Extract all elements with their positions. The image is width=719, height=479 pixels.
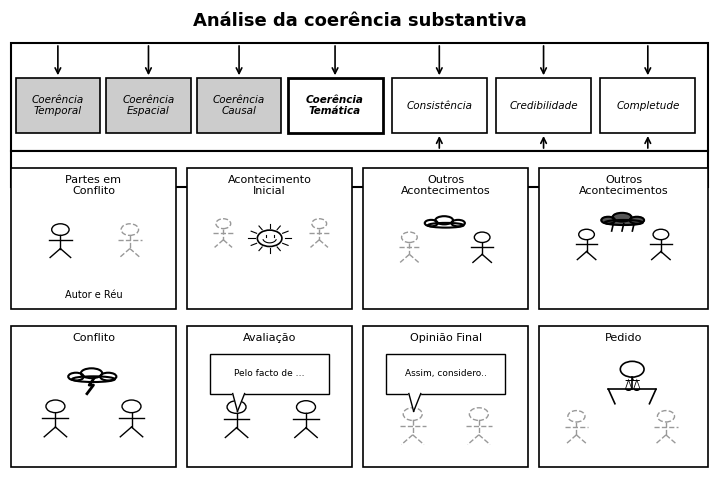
Bar (600, 78, 695, 133)
Text: Partes em
Conflito: Partes em Conflito (65, 175, 122, 196)
Bar (363, 168, 528, 309)
Text: ⚖: ⚖ (623, 377, 641, 396)
Bar (539, 326, 708, 467)
Bar (106, 78, 191, 133)
Bar (187, 168, 352, 309)
Polygon shape (233, 394, 244, 411)
Text: Coerência
Temporal: Coerência Temporal (32, 95, 84, 116)
Text: Consistência: Consistência (406, 101, 472, 111)
Bar (496, 78, 591, 133)
Text: Autor e Réu: Autor e Réu (65, 290, 122, 300)
Bar (187, 326, 352, 467)
Bar (386, 354, 505, 394)
Ellipse shape (630, 217, 644, 224)
Text: Pedido: Pedido (605, 333, 642, 343)
Text: Análise da coerência substantiva: Análise da coerência substantiva (193, 12, 526, 30)
Bar (363, 326, 528, 467)
Ellipse shape (428, 223, 464, 228)
Text: Assim, considero..: Assim, considero.. (405, 369, 487, 378)
Text: Pelo facto de …: Pelo facto de … (234, 369, 305, 378)
Ellipse shape (435, 216, 453, 224)
Bar (11, 43, 708, 151)
Ellipse shape (72, 376, 115, 382)
Text: Outros
Acontecimentos: Outros Acontecimentos (579, 175, 669, 196)
Text: Acontecimento
Inicial: Acontecimento Inicial (228, 175, 311, 196)
Text: Avaliação: Avaliação (243, 333, 296, 343)
Bar (16, 78, 100, 133)
Ellipse shape (68, 373, 83, 380)
Ellipse shape (81, 368, 102, 378)
Ellipse shape (605, 220, 643, 225)
Bar (392, 78, 487, 133)
Bar (210, 354, 329, 394)
Ellipse shape (425, 220, 438, 227)
Text: Opinião Final: Opinião Final (410, 333, 482, 343)
Bar (539, 168, 708, 309)
Ellipse shape (601, 217, 615, 224)
Ellipse shape (100, 373, 116, 380)
Text: Coerência
Temática: Coerência Temática (306, 95, 364, 116)
Text: Conflito: Conflito (72, 333, 115, 343)
Ellipse shape (452, 220, 465, 227)
Text: Coerência
Espacial: Coerência Espacial (122, 95, 175, 116)
Bar (11, 168, 176, 309)
Ellipse shape (613, 213, 631, 222)
Bar (197, 78, 281, 133)
Bar (11, 151, 708, 187)
Bar (288, 78, 383, 133)
Polygon shape (409, 394, 421, 411)
Text: Outros
Acontecimentos: Outros Acontecimentos (401, 175, 490, 196)
Text: Coerência
Causal: Coerência Causal (213, 95, 265, 116)
Bar (11, 326, 176, 467)
Text: Credibilidade: Credibilidade (509, 101, 578, 111)
Text: Completude: Completude (616, 101, 679, 111)
